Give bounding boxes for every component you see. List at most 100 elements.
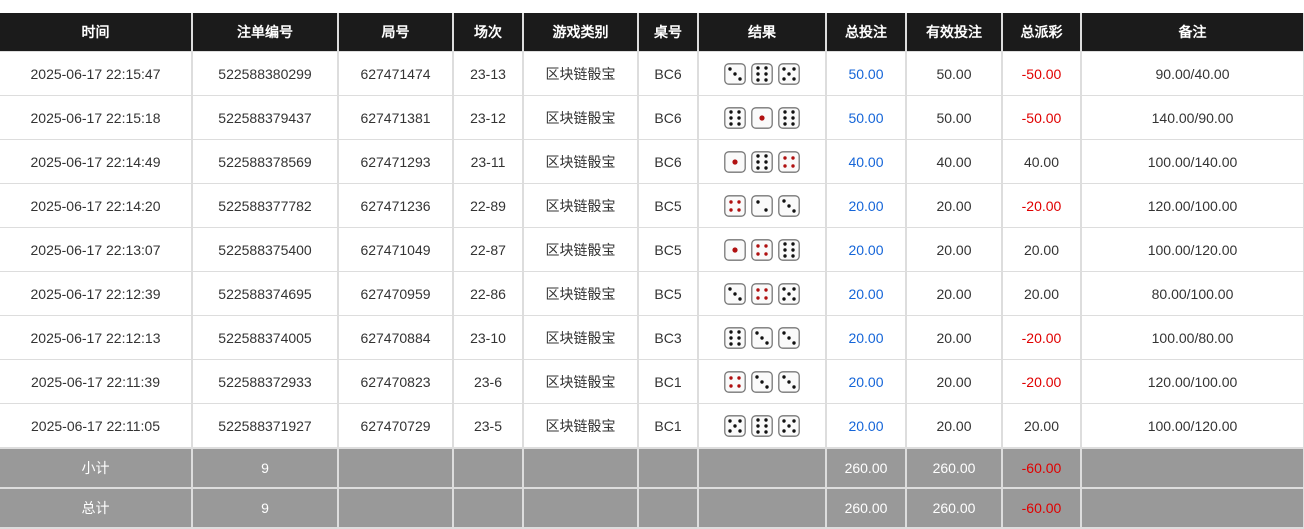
game-cell: 区块链骰宝 xyxy=(522,315,639,360)
table-cell: BC1 xyxy=(637,359,699,404)
session-cell: 22-86 xyxy=(452,271,524,316)
empty-cell xyxy=(337,487,454,529)
valid-bet-cell: 50.00 xyxy=(905,95,1003,140)
table-cell: BC5 xyxy=(637,183,699,228)
bet-id-cell: 522588379437 xyxy=(191,95,339,140)
payout-cell: -50.00 xyxy=(1001,51,1082,96)
empty-cell xyxy=(337,447,454,489)
note-cell: 100.00/120.00 xyxy=(1080,227,1304,272)
valid-bet-cell: 20.00 xyxy=(905,403,1003,449)
table-cell: BC5 xyxy=(637,271,699,316)
total-bet-cell: 20.00 xyxy=(825,227,907,272)
dice-result xyxy=(697,139,827,184)
die-6-icon xyxy=(751,62,773,85)
bet-id-cell: 522588375400 xyxy=(191,227,339,272)
die-6-icon xyxy=(724,106,746,129)
payout-cell: 20.00 xyxy=(1001,403,1082,449)
column-header: 有效投注 xyxy=(905,13,1003,52)
game-cell: 区块链骰宝 xyxy=(522,271,639,316)
game-cell: 区块链骰宝 xyxy=(522,183,639,228)
subtotal-total-bet: 260.00 xyxy=(825,447,907,489)
column-header: 局号 xyxy=(337,13,454,52)
note-cell: 100.00/80.00 xyxy=(1080,315,1304,360)
game-cell: 区块链骰宝 xyxy=(522,359,639,404)
table-cell: BC3 xyxy=(637,315,699,360)
table-cell: BC6 xyxy=(637,95,699,140)
valid-bet-cell: 20.00 xyxy=(905,315,1003,360)
bet-id-cell: 522588374005 xyxy=(191,315,339,360)
valid-bet-cell: 20.00 xyxy=(905,359,1003,404)
session-cell: 22-87 xyxy=(452,227,524,272)
dice-result xyxy=(697,271,827,316)
grandtotal-row: 总计 9 260.00 260.00 -60.00 xyxy=(0,487,1304,529)
note-cell: 100.00/140.00 xyxy=(1080,139,1304,184)
session-cell: 23-12 xyxy=(452,95,524,140)
round-cell: 627471381 xyxy=(337,95,454,140)
game-cell: 区块链骰宝 xyxy=(522,95,639,140)
table-row: 2025-06-17 22:11:39 522588372933 627470823… xyxy=(0,359,1304,404)
dice-result xyxy=(697,403,827,449)
die-3-icon xyxy=(778,194,800,217)
die-3-icon xyxy=(751,370,773,393)
round-cell: 627470884 xyxy=(337,315,454,360)
table-row: 2025-06-17 22:13:07 522588375400 627471049… xyxy=(0,227,1304,272)
session-cell: 23-6 xyxy=(452,359,524,404)
dice-result xyxy=(697,51,827,96)
note-cell: 80.00/100.00 xyxy=(1080,271,1304,316)
die-3-icon xyxy=(751,326,773,349)
table-row: 2025-06-17 22:14:49 522588378569 627471293… xyxy=(0,139,1304,184)
table-row: 2025-06-17 22:15:47 522588380299 627471474… xyxy=(0,51,1304,96)
time-cell: 2025-06-17 22:12:13 xyxy=(0,315,193,360)
die-5-icon xyxy=(778,414,800,437)
table-row: 2025-06-17 22:12:39 522588374695 627470959… xyxy=(0,271,1304,316)
time-cell: 2025-06-17 22:13:07 xyxy=(0,227,193,272)
payout-cell: -20.00 xyxy=(1001,183,1082,228)
dice-result xyxy=(697,95,827,140)
column-header: 结果 xyxy=(697,13,827,52)
column-header: 游戏类别 xyxy=(522,13,639,52)
payout-cell: 40.00 xyxy=(1001,139,1082,184)
die-3-icon xyxy=(724,62,746,85)
grandtotal-total-bet: 260.00 xyxy=(825,487,907,529)
dice-result xyxy=(697,359,827,404)
empty-cell xyxy=(522,447,639,489)
column-header: 桌号 xyxy=(637,13,699,52)
die-1-icon xyxy=(724,238,746,261)
total-bet-cell: 20.00 xyxy=(825,315,907,360)
time-cell: 2025-06-17 22:15:18 xyxy=(0,95,193,140)
valid-bet-cell: 20.00 xyxy=(905,227,1003,272)
empty-cell xyxy=(1080,447,1304,489)
round-cell: 627471293 xyxy=(337,139,454,184)
grandtotal-count: 9 xyxy=(191,487,339,529)
bet-id-cell: 522588377782 xyxy=(191,183,339,228)
column-header: 总派彩 xyxy=(1001,13,1082,52)
subtotal-count: 9 xyxy=(191,447,339,489)
die-4-icon xyxy=(751,282,773,305)
subtotal-label: 小计 xyxy=(0,447,193,489)
session-cell: 23-10 xyxy=(452,315,524,360)
die-3-icon xyxy=(778,326,800,349)
column-header: 备注 xyxy=(1080,13,1304,52)
die-5-icon xyxy=(724,414,746,437)
empty-cell xyxy=(637,447,699,489)
game-cell: 区块链骰宝 xyxy=(522,139,639,184)
empty-cell xyxy=(697,447,827,489)
valid-bet-cell: 50.00 xyxy=(905,51,1003,96)
session-cell: 23-13 xyxy=(452,51,524,96)
round-cell: 627470959 xyxy=(337,271,454,316)
subtotal-payout: -60.00 xyxy=(1001,447,1082,489)
game-cell: 区块链骰宝 xyxy=(522,403,639,449)
die-4-icon xyxy=(778,150,800,173)
note-cell: 100.00/120.00 xyxy=(1080,403,1304,449)
total-bet-cell: 50.00 xyxy=(825,51,907,96)
time-cell: 2025-06-17 22:11:39 xyxy=(0,359,193,404)
note-cell: 140.00/90.00 xyxy=(1080,95,1304,140)
grandtotal-label: 总计 xyxy=(0,487,193,529)
payout-cell: 20.00 xyxy=(1001,227,1082,272)
game-cell: 区块链骰宝 xyxy=(522,227,639,272)
die-4-icon xyxy=(724,370,746,393)
note-cell: 120.00/100.00 xyxy=(1080,359,1304,404)
table-cell: BC5 xyxy=(637,227,699,272)
table-cell: BC6 xyxy=(637,51,699,96)
time-cell: 2025-06-17 22:14:49 xyxy=(0,139,193,184)
